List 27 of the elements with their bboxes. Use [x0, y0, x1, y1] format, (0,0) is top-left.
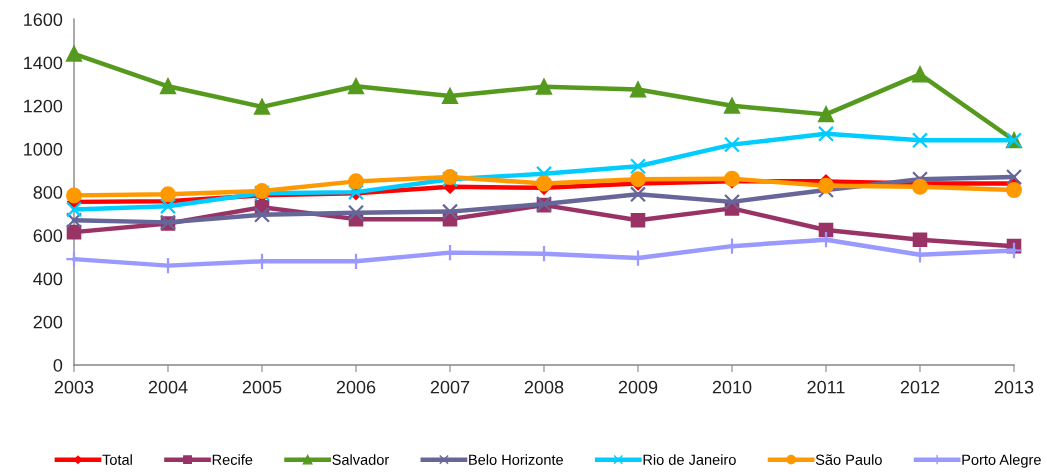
x-tick-label: 2004: [148, 380, 188, 394]
x-tick-label: 2009: [618, 380, 658, 394]
legend-label: Belo Horizonte: [469, 454, 563, 465]
legend-label: São Paulo: [815, 454, 882, 465]
legend-label: Recife: [212, 454, 253, 465]
x-tick-label: 2007: [430, 380, 470, 394]
y-tick-label: 400: [33, 272, 63, 286]
x-tick-label: 2011: [807, 380, 845, 394]
x-tick-label: 2006: [336, 380, 376, 394]
x-tick-label: 2013: [994, 380, 1034, 394]
legend-label: Salvador: [332, 454, 389, 465]
y-tick-label: 200: [33, 315, 63, 329]
y-tick-label: 1400: [24, 56, 63, 70]
x-tick-label: 2003: [54, 380, 94, 394]
legend-label: Porto Alegre: [962, 454, 1041, 468]
legend-label: Rio de Janeiro: [643, 454, 736, 465]
x-tick-label: 2012: [900, 380, 940, 394]
legend-label: Total: [102, 454, 132, 465]
y-tick-label: 600: [33, 229, 63, 243]
x-tick-label: 2005: [242, 380, 282, 394]
y-tick-label: 1600: [24, 13, 63, 27]
x-tick-label: 2008: [524, 380, 564, 394]
y-tick-label: 1000: [24, 142, 63, 156]
y-tick-label: 800: [33, 186, 63, 199]
y-tick-label: 1200: [24, 99, 63, 113]
y-tick-label: 0: [53, 358, 63, 372]
x-tick-label: 2010: [712, 380, 752, 394]
